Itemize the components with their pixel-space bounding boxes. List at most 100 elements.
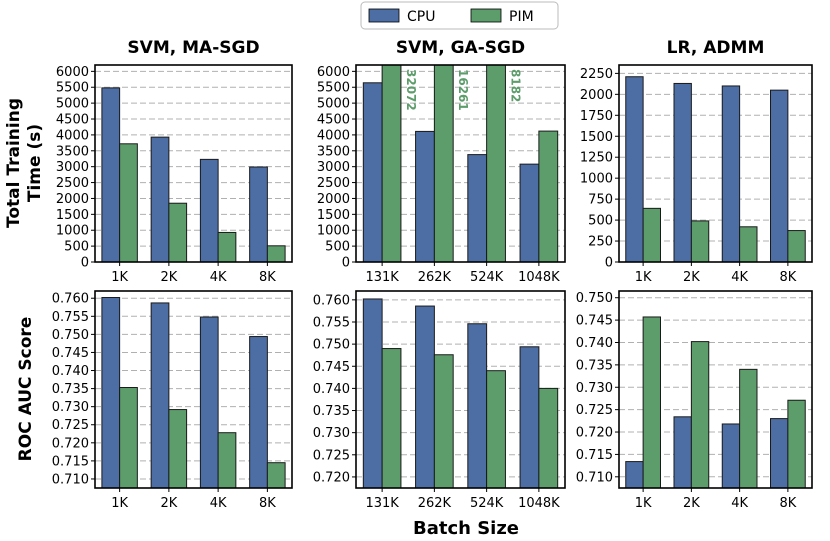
- panel-svm-ga-sgd-time: 0500100015002000250030003500400045005000…: [317, 38, 566, 285]
- y-tick-label: 2000: [580, 88, 613, 103]
- x-tick-label: 2K: [160, 496, 177, 511]
- y-tick-label: 1250: [580, 151, 613, 166]
- y-tick-label: 0: [605, 256, 613, 271]
- plot-frame: [94, 64, 293, 263]
- bar-cpu-1048k: [519, 346, 540, 489]
- y-tick-label: 2000: [56, 192, 89, 207]
- panel-title: SVM, GA-SGD: [396, 38, 525, 58]
- x-tick-label: 8K: [259, 496, 276, 511]
- x-tick-label: 524K: [470, 270, 504, 285]
- panel-svm-ma-sgd-time: 0500100015002000250030003500400045005000…: [56, 38, 293, 285]
- bar-pim-4k: [739, 368, 758, 489]
- bar-cpu-1k: [101, 87, 121, 263]
- y-tick-label: 0.740: [313, 382, 350, 397]
- bar-cpu-262k: [415, 130, 435, 263]
- y-tick-label: 500: [588, 214, 613, 229]
- legend-label-cpu: CPU: [407, 9, 435, 25]
- bar-cpu-8k: [770, 89, 789, 263]
- bar-cpu-262k: [415, 305, 435, 489]
- bar-pim-1k: [642, 207, 661, 263]
- bar-cpu-4k: [199, 158, 219, 263]
- x-tick-label: 1048K: [518, 496, 560, 511]
- y-tick-label: 3000: [317, 160, 350, 175]
- panel-lr-admm-auc: 0.710 0.715 0.720 0.725 0.730 0.735 0.740 0.745…: [576, 290, 813, 511]
- bar-pim-8k: [787, 399, 806, 489]
- y-tick-label: 500: [325, 240, 350, 255]
- bar-pim-1k: [119, 387, 138, 489]
- x-tick-label: 4K: [210, 496, 227, 511]
- bar-pim-2k: [690, 220, 710, 263]
- y-axis-label-auc: ROC AUC Score: [16, 317, 36, 462]
- plot-frame: [355, 290, 566, 489]
- y-tick-label: 0.745: [52, 346, 89, 361]
- y-tick-label: 0.715: [576, 448, 613, 463]
- y-tick-label: 0.745: [313, 360, 350, 375]
- y-tick-label: 0.735: [52, 382, 89, 397]
- x-tick-label: 4K: [731, 270, 748, 285]
- y-tick-label: 5000: [317, 97, 350, 112]
- x-tick-label: 8K: [779, 496, 796, 511]
- bar-cpu-1k: [625, 76, 644, 263]
- bar-pim-8k: [266, 245, 286, 263]
- plot-frame: [355, 64, 566, 263]
- bar-pim-4k: [217, 231, 237, 263]
- bar-cpu-8k: [249, 166, 268, 263]
- y-tick-label: 0.760: [313, 293, 350, 308]
- bar-cpu-131k: [362, 82, 383, 263]
- y-tick-label: 0.735: [313, 404, 350, 419]
- bar-cpu-2k: [150, 302, 170, 489]
- y-tick-label: 3500: [317, 144, 350, 159]
- y-tick-label: 2250: [580, 67, 613, 82]
- bar-pim-1048k: [538, 387, 559, 489]
- x-tick-label: 4K: [731, 496, 748, 511]
- bar-pim-524k: [486, 370, 506, 489]
- bar-pim-131k: [381, 348, 402, 489]
- bar-pim-8k: [266, 462, 286, 489]
- legend: CPU PIM: [360, 1, 559, 30]
- bar-pim-4k: [739, 226, 758, 263]
- y-tick-label: 500: [64, 240, 89, 255]
- panel-svm-ga-sgd-auc: 0.720 0.725 0.730 0.735 0.740 0.745 0.750 0.755…: [313, 290, 566, 511]
- bar-cpu-4k: [721, 423, 741, 489]
- y-tick-label: 0.755: [313, 315, 350, 330]
- x-axis-label: Batch Size: [413, 518, 519, 539]
- bar-pim-262k: [433, 64, 454, 263]
- plot-frame: [94, 290, 293, 489]
- y-tick-label: 0.715: [52, 454, 89, 469]
- panel-svm-ma-sgd-auc: 0.710 0.715 0.720 0.725 0.730 0.735 0.740 0.745…: [52, 290, 293, 511]
- bar-cpu-2k: [673, 82, 692, 263]
- y-tick-label: 0: [342, 256, 350, 271]
- y-tick-label: 0.740: [52, 364, 89, 379]
- y-tick-label: 0.725: [313, 448, 350, 463]
- legend-frame: [360, 1, 559, 30]
- x-tick-label: 2K: [683, 270, 700, 285]
- legend-label-pim: PIM: [509, 9, 534, 25]
- x-tick-label: 2K: [160, 270, 177, 285]
- bar-cpu-524k: [467, 323, 488, 489]
- y-tick-label: 0.720: [313, 470, 350, 485]
- bar-annotation: 16261: [456, 69, 470, 111]
- bar-cpu-131k: [362, 298, 383, 489]
- y-axis-label-time-line2: Time (s): [25, 124, 45, 202]
- x-tick-label: 262K: [418, 496, 452, 511]
- bar-pim-2k: [168, 202, 188, 263]
- y-tick-label: 0.720: [52, 436, 89, 451]
- bar-pim-524k: [486, 64, 506, 263]
- bar-pim-2k: [690, 341, 710, 489]
- legend-swatch-pim: [470, 8, 502, 23]
- bar-cpu-2k: [673, 416, 692, 489]
- y-tick-label: 1500: [56, 208, 89, 223]
- y-tick-label: 2000: [317, 192, 350, 207]
- bar-pim-1048k: [538, 130, 559, 263]
- y-tick-label: 1000: [56, 224, 89, 239]
- legend-swatch-cpu: [368, 8, 400, 23]
- y-tick-label: 1500: [580, 130, 613, 145]
- y-tick-label: 6000: [317, 65, 350, 80]
- x-tick-label: 1K: [635, 496, 652, 511]
- y-tick-label: 1500: [317, 208, 350, 223]
- x-tick-label: 262K: [418, 270, 452, 285]
- x-tick-label: 8K: [779, 270, 796, 285]
- bar-annotation: 8182: [508, 69, 522, 102]
- bar-pim-131k: [381, 64, 402, 263]
